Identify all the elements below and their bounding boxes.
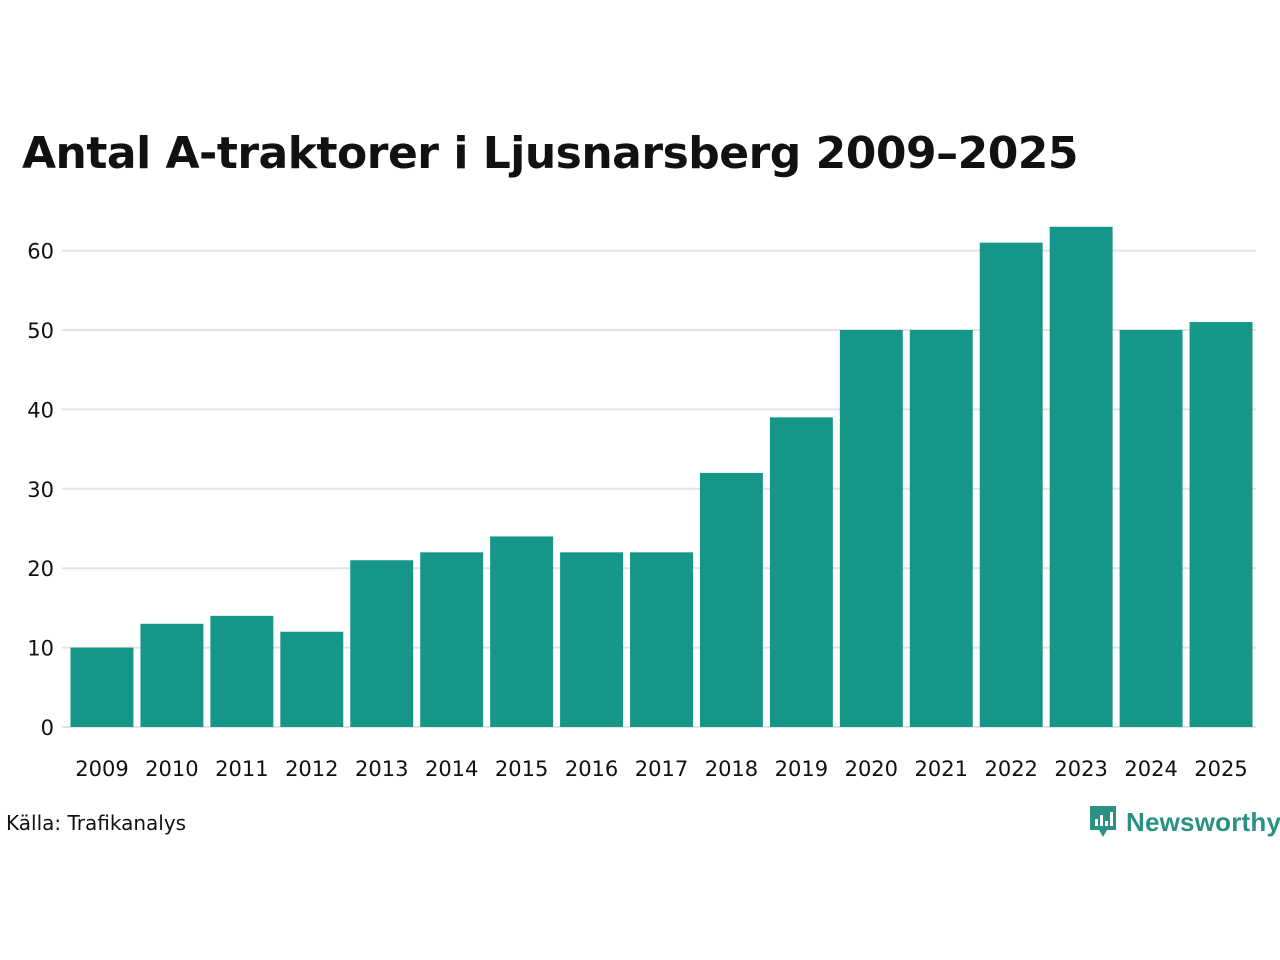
- x-tick-label: 2025: [1194, 757, 1247, 781]
- bar-2019: [769, 417, 833, 727]
- bar-2015: [490, 536, 554, 727]
- bar-2023: [1049, 226, 1113, 727]
- x-tick-label: 2010: [145, 757, 198, 781]
- x-tick-label: 2015: [495, 757, 548, 781]
- x-axis-ticks: 2009 2010 2011 2012 2013 2014 2015 2016 2017 2018…: [75, 757, 1248, 781]
- bar-2020: [839, 330, 903, 727]
- bar-2017: [630, 552, 693, 727]
- x-tick-label: 2018: [705, 757, 758, 781]
- brand-name: Newsworthy: [1126, 806, 1280, 837]
- bar-2013: [350, 560, 414, 727]
- bar-2012: [280, 631, 344, 727]
- y-tick-label: 0: [41, 716, 54, 740]
- y-axis-ticks: 0 10 20 30 40 50 60: [27, 240, 54, 740]
- x-tick-label: 2017: [635, 757, 688, 781]
- bar-2014: [420, 552, 484, 727]
- y-tick-label: 60: [27, 240, 54, 264]
- bar-2025: [1189, 322, 1253, 727]
- x-tick-label: 2022: [984, 757, 1037, 781]
- source-label: Källa: Trafikanalys: [6, 811, 187, 835]
- x-tick-label: 2016: [565, 757, 618, 781]
- x-tick-label: 2009: [75, 757, 128, 781]
- bar-2010: [140, 623, 204, 727]
- y-tick-label: 50: [27, 319, 54, 343]
- bar-2022: [979, 242, 1043, 727]
- x-tick-label: 2023: [1054, 757, 1107, 781]
- brand-logo: Newsworthy: [1088, 804, 1280, 840]
- newsworthy-logo-icon: [1090, 806, 1116, 837]
- bar-2009: [70, 647, 134, 727]
- bar-2011: [210, 615, 274, 727]
- y-tick-label: 40: [27, 398, 54, 422]
- x-tick-label: 2019: [775, 757, 828, 781]
- bar-2024: [1119, 330, 1183, 727]
- x-tick-label: 2012: [285, 757, 338, 781]
- y-tick-label: 10: [27, 637, 54, 661]
- bar-2021: [909, 330, 973, 727]
- x-tick-label: 2011: [215, 757, 268, 781]
- x-tick-label: 2013: [355, 757, 408, 781]
- chart-title: Antal A-traktorer i Ljusnarsberg 2009–20…: [22, 128, 1079, 179]
- x-tick-label: 2021: [915, 757, 968, 781]
- bar-2018: [699, 472, 763, 727]
- x-tick-label: 2020: [845, 757, 898, 781]
- y-tick-label: 30: [27, 478, 54, 502]
- x-tick-label: 2014: [425, 757, 478, 781]
- bar-2016: [560, 552, 624, 727]
- bars: [70, 226, 1253, 727]
- x-tick-label: 2024: [1124, 757, 1177, 781]
- y-tick-label: 20: [27, 557, 54, 581]
